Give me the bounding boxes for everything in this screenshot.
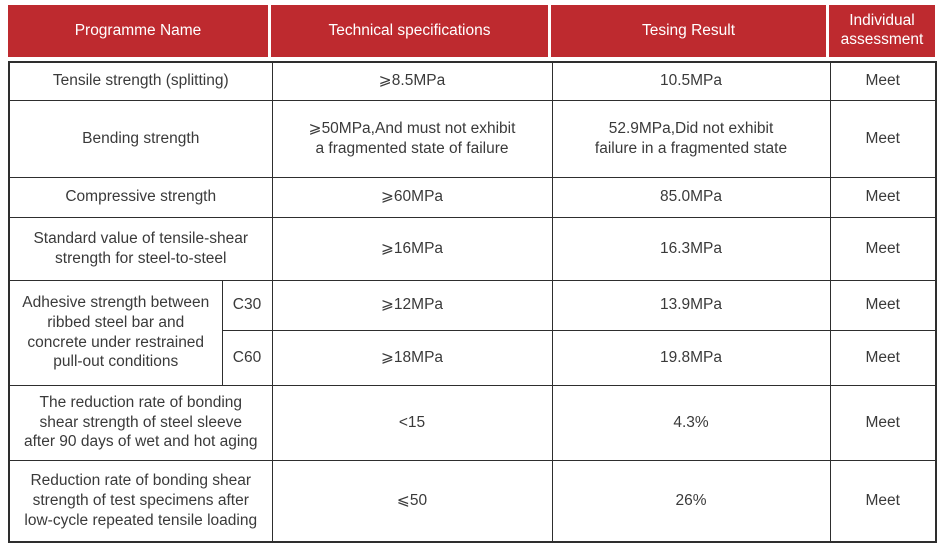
spec-cell: ⩽50 (271, 459, 553, 543)
assessment-cell: Meet (829, 384, 937, 461)
programme-name-cell: Standard value of tensile-shear strength… (8, 216, 273, 281)
table-row: The reduction rate of bonding shear stre… (8, 384, 937, 461)
result-cell: 13.9MPa (551, 279, 831, 331)
table-row: Adhesive strength between ribbed steel b… (8, 279, 937, 386)
result-cell: 19.8MPa (551, 329, 831, 386)
programme-name-cell: Bending strength (8, 99, 273, 178)
table-row: Bending strength ⩾50MPa,And must not exh… (8, 99, 937, 178)
test-report-table: Programme Name Technical specifications … (8, 5, 937, 543)
programme-name-cell: Tensile strength (splitting) (8, 61, 273, 101)
result-cell: 26% (551, 459, 831, 543)
table-row: C60 ⩾18MPa 19.8MPa Meet (9, 329, 937, 386)
result-cell: 4.3% (551, 384, 831, 461)
assessment-cell: Meet (829, 61, 937, 101)
result-cell: 10.5MPa (551, 61, 831, 101)
assessment-cell: Meet (829, 329, 937, 386)
result-cell: 16.3MPa (551, 216, 831, 281)
programme-name-cell: Adhesive strength between ribbed steel b… (8, 279, 223, 386)
table-row: Tensile strength (splitting) ⩾8.5MPa 10.… (8, 61, 937, 101)
spec-cell: ⩾12MPa (271, 279, 553, 331)
assessment-cell: Meet (829, 216, 937, 281)
assessment-cell: Meet (829, 99, 937, 178)
table-row: Standard value of tensile-shear strength… (8, 216, 937, 281)
programme-name-cell: The reduction rate of bonding shear stre… (8, 384, 273, 461)
table-header-row: Programme Name Technical specifications … (8, 5, 935, 57)
header-cell-technical-specifications: Technical specifications (271, 5, 548, 57)
programme-name-cell: Reduction rate of bonding shear strength… (8, 459, 273, 543)
spec-cell: ⩾8.5MPa (271, 61, 553, 101)
result-cell: 52.9MPa,Did not exhibit failure in a fra… (551, 99, 831, 178)
assessment-cell: Meet (829, 176, 937, 218)
concrete-grade-cell: C60 (221, 329, 273, 386)
header-cell-programme-name: Programme Name (8, 5, 268, 57)
spec-cell: ⩾50MPa,And must not exhibit a fragmented… (271, 99, 553, 178)
spec-cell: ⩾18MPa (271, 329, 553, 386)
assessment-cell: Meet (829, 459, 937, 543)
assessment-cell: Meet (829, 279, 937, 331)
table-row: Compressive strength ⩾60MPa 85.0MPa Meet (8, 176, 937, 218)
table-body: Tensile strength (splitting) ⩾8.5MPa 10.… (8, 61, 937, 543)
concrete-grade-cell: C30 (221, 279, 273, 331)
spec-cell: <15 (271, 384, 553, 461)
result-cell: 85.0MPa (551, 176, 831, 218)
programme-name-cell: Compressive strength (8, 176, 273, 218)
header-cell-tesing-result: Tesing Result (551, 5, 826, 57)
spec-cell: ⩾60MPa (271, 176, 553, 218)
table-row: Reduction rate of bonding shear strength… (8, 459, 937, 543)
header-cell-individual-assessment: Individual assessment (829, 5, 935, 57)
spec-cell: ⩾16MPa (271, 216, 553, 281)
